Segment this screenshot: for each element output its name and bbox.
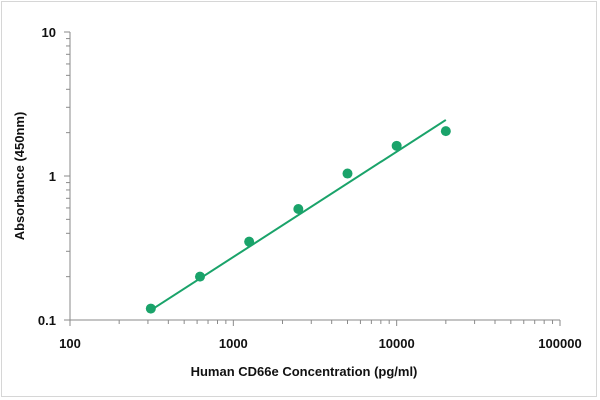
x-axis-label: Human CD66e Concentration (pg/ml) — [191, 364, 418, 379]
data-point — [194, 271, 205, 282]
data-point — [293, 203, 304, 214]
data-point — [440, 126, 451, 137]
x-tick-label: 100000 — [538, 336, 581, 351]
plot-area — [145, 119, 451, 314]
y-tick-label: 10 — [42, 25, 56, 40]
x-tick-label: 10000 — [379, 336, 415, 351]
tick-marks — [64, 31, 561, 326]
data-point — [391, 140, 402, 151]
y-tick-label: 1 — [49, 169, 56, 184]
data-point — [342, 168, 353, 179]
y-tick-label: 0.1 — [38, 313, 56, 328]
data-point — [244, 236, 255, 247]
x-tick-label: 100 — [59, 336, 81, 351]
tick-labels: 100 1000 10000 100000 0.1 1 10 — [38, 25, 582, 351]
x-tick-label: 1000 — [219, 336, 248, 351]
data-point — [145, 303, 156, 314]
fit-line — [150, 119, 447, 312]
y-axis-label: Absorbance (450nm) — [12, 112, 27, 241]
axes — [69, 32, 560, 321]
